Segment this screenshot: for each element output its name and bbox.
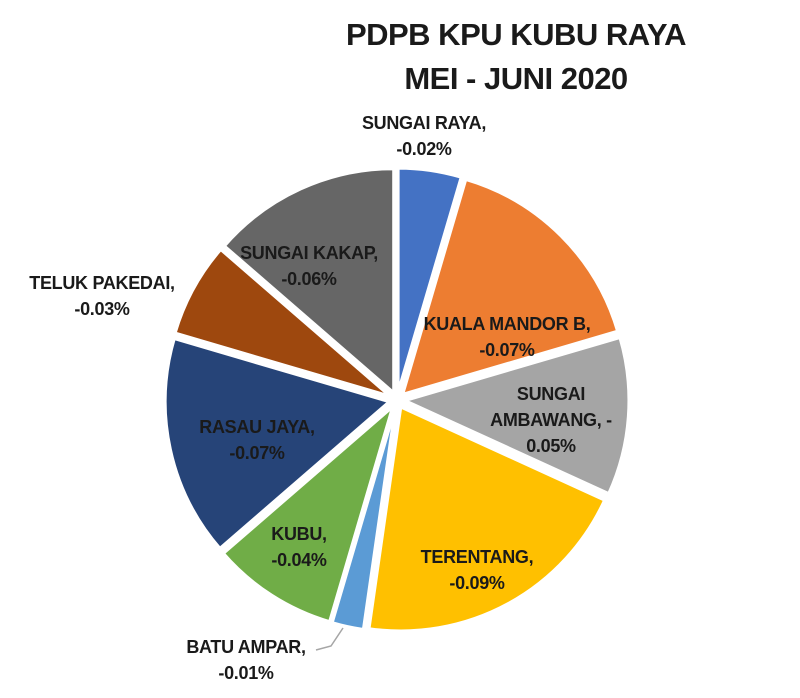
slice-label-line: -0.01% (218, 663, 274, 683)
pie-slice-sungai-ambawang (403, 336, 631, 496)
slice-label-line: -0.02% (396, 139, 452, 159)
slice-label-line: TELUK PAKEDAI, (29, 273, 175, 293)
slice-label-line: -0.03% (74, 299, 130, 319)
slice-label-line: -0.09% (449, 573, 505, 593)
slice-label-teluk-pakedai: TELUK PAKEDAI, -0.03% (29, 270, 175, 322)
slice-label-line: -0.04% (271, 550, 327, 570)
pie-slice-sungai-raya (396, 166, 463, 394)
pie-slice-teluk-pakedai (173, 248, 392, 398)
slice-label-line: -0.07% (229, 443, 285, 463)
slice-label-line: KUALA MANDOR B, (423, 314, 591, 334)
slice-label-line: SUNGAI (516, 384, 586, 404)
batu-ampar-leader-line (315, 627, 344, 651)
slice-label-line: TERENTANG, (420, 547, 534, 567)
slice-label-line: RASAU JAYA, (199, 417, 315, 437)
slice-label-line: SUNGAI KAKAP, (240, 243, 378, 263)
slice-label-line: -0.07% (479, 340, 535, 360)
chart-title-line2: MEI - JUNI 2020 (404, 61, 628, 96)
slice-label-line: -0.06% (281, 269, 337, 289)
slice-label-kubu: KUBU, -0.04% (271, 521, 327, 573)
chart-title: PDPB KPU KUBU RAYA MEI - JUNI 2020 (345, 13, 687, 101)
slice-label-line: 0.05% (526, 436, 576, 456)
slice-label-batu-ampar: BATU AMPAR, -0.01% (186, 634, 306, 686)
slice-label-rasau-jaya: RASAU JAYA, -0.07% (199, 414, 315, 466)
slice-label-line: SUNGAI RAYA, (361, 113, 487, 133)
chart-title-line1: PDPB KPU KUBU RAYA (345, 17, 687, 52)
slice-label-line: AMBAWANG, - (490, 410, 612, 430)
pie-slice-batu-ampar (330, 406, 397, 631)
slice-label-line: BATU AMPAR, (186, 637, 306, 657)
slice-label-line: KUBU, (271, 524, 327, 544)
pie-slice-kubu (221, 405, 395, 624)
pie-slices-group (163, 166, 631, 633)
pie-slice-terentang (367, 405, 607, 633)
slice-label-sungai-kakap: SUNGAI KAKAP, -0.06% (240, 240, 378, 292)
slice-label-kuala-mandor-b: KUALA MANDOR B, -0.07% (424, 311, 591, 363)
pie-slice-sungai-kakap (222, 167, 396, 395)
pie-slice-kuala-mandor-b (401, 177, 620, 396)
slice-label-terentang: TERENTANG, -0.09% (421, 544, 534, 596)
slice-label-sungai-ambawang: SUNGAI AMBAWANG, - 0.05% (490, 381, 612, 459)
pie-slice-rasau-jaya (163, 337, 391, 550)
slice-label-sungai-raya: SUNGAI RAYA, -0.02% (362, 110, 486, 162)
